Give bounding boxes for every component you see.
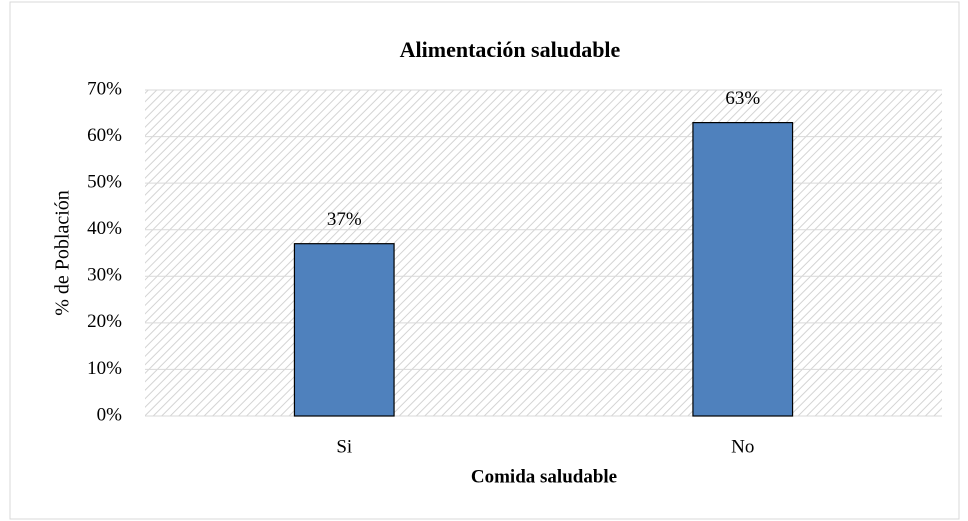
y-tick-label: 50% xyxy=(87,172,122,193)
x-tick-label: No xyxy=(731,436,754,457)
x-tick-label: Si xyxy=(336,436,352,457)
data-label: 37% xyxy=(327,209,362,230)
bar xyxy=(692,121,794,417)
y-tick-label: 60% xyxy=(87,125,122,146)
y-tick-label: 10% xyxy=(87,358,122,379)
y-tick-label: 40% xyxy=(87,218,122,239)
chart-title: Alimentación saludable xyxy=(400,37,621,62)
bar xyxy=(293,243,395,417)
y-tick-label: 30% xyxy=(87,265,122,286)
y-tick-label: 20% xyxy=(87,311,122,332)
y-tick-label: 70% xyxy=(87,78,122,99)
y-axis-label: % de Población xyxy=(52,190,74,316)
x-axis-label: Comida saludable xyxy=(471,466,617,487)
y-tick-label: 0% xyxy=(97,404,123,425)
plot-area xyxy=(145,90,942,416)
data-label: 63% xyxy=(725,88,760,109)
